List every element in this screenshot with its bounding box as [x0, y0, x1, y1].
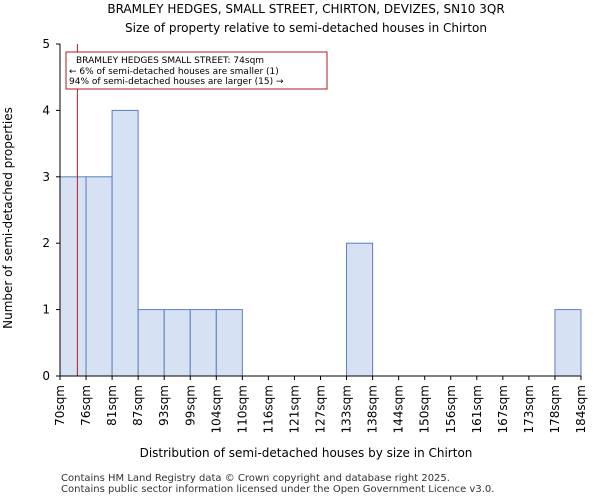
bar	[137, 309, 165, 377]
annotation-line-1: BRAMLEY HEDGES SMALL STREET: 74sqm	[76, 56, 264, 66]
bar	[189, 309, 217, 377]
x-tick-label: 173sqm	[522, 385, 536, 433]
x-tick-label: 127sqm	[314, 385, 328, 433]
x-tick-label: 167sqm	[496, 385, 510, 433]
footer-line-1: Contains HM Land Registry data © Crown c…	[61, 473, 450, 484]
x-tick-label: 70sqm	[53, 385, 67, 426]
annotation-line-3: 94% of semi-detached houses are larger (…	[69, 77, 284, 87]
x-tick-label: 81sqm	[105, 385, 119, 426]
bar	[111, 109, 139, 377]
x-tick-label: 184sqm	[574, 385, 588, 433]
annotation: BRAMLEY HEDGES SMALL STREET: 74sqm ← 6% …	[65, 51, 328, 90]
y-tick-label: 0	[42, 369, 50, 383]
bar	[215, 309, 243, 377]
bar	[346, 242, 374, 377]
x-tick-label: 116sqm	[261, 385, 275, 433]
y-tick-label: 5	[42, 37, 50, 51]
chart-title: BRAMLEY HEDGES, SMALL STREET, CHIRTON, D…	[107, 2, 504, 16]
x-tick-label: 156sqm	[444, 385, 458, 433]
x-tick-label: 161sqm	[470, 385, 484, 433]
annotation-box	[65, 51, 328, 90]
annotation-line-2: ← 6% of semi-detached houses are smaller…	[69, 67, 279, 77]
bar	[59, 176, 87, 377]
chart-subtitle: Size of property relative to semi-detach…	[125, 21, 487, 35]
x-tick-label: 178sqm	[548, 385, 562, 433]
x-ticks: 70sqm 76sqm 81sqm 87sqm 93sqm 99sqm 104sqm 110s…	[53, 376, 588, 433]
x-tick-label: 144sqm	[392, 385, 406, 433]
bars	[59, 109, 582, 377]
x-tick-label: 76sqm	[79, 385, 93, 426]
x-tick-label: 99sqm	[183, 385, 197, 426]
x-tick-label: 150sqm	[418, 385, 432, 433]
y-axis-label: Number of semi-detached properties	[1, 107, 15, 329]
x-tick-label: 138sqm	[366, 385, 380, 433]
footer-line-2: Contains public sector information licen…	[61, 484, 495, 495]
bar	[163, 309, 191, 377]
x-tick-label: 93sqm	[157, 385, 171, 426]
x-tick-label: 121sqm	[287, 385, 301, 433]
y-tick-label: 2	[42, 236, 50, 250]
y-ticks: 0 1 2 3 4 5	[42, 37, 60, 383]
y-tick-label: 4	[42, 103, 50, 117]
x-tick-label: 104sqm	[209, 385, 223, 433]
x-tick-label: 133sqm	[340, 385, 354, 433]
y-tick-label: 3	[42, 170, 50, 184]
x-axis-label: Distribution of semi-detached houses by …	[140, 446, 473, 460]
x-tick-label: 110sqm	[235, 385, 249, 433]
bar	[554, 309, 582, 377]
x-tick-label: 87sqm	[131, 385, 145, 426]
y-tick-label: 1	[42, 303, 50, 317]
bar	[85, 176, 113, 377]
